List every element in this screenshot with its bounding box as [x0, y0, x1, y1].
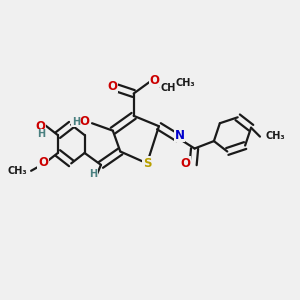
Text: H: H	[89, 169, 98, 179]
Text: CH: CH	[160, 82, 176, 93]
Text: O: O	[35, 120, 45, 133]
Text: S: S	[143, 157, 151, 170]
Text: O: O	[38, 156, 48, 169]
Text: O: O	[149, 74, 160, 87]
Text: O: O	[108, 80, 118, 93]
Text: H: H	[72, 117, 80, 127]
Text: N: N	[175, 129, 185, 142]
Text: H: H	[38, 129, 46, 139]
Text: CH₃: CH₃	[7, 166, 27, 176]
Text: CH₃: CH₃	[265, 131, 285, 141]
Text: O: O	[181, 157, 191, 170]
Text: CH₃: CH₃	[176, 78, 196, 88]
Text: O: O	[80, 115, 90, 128]
